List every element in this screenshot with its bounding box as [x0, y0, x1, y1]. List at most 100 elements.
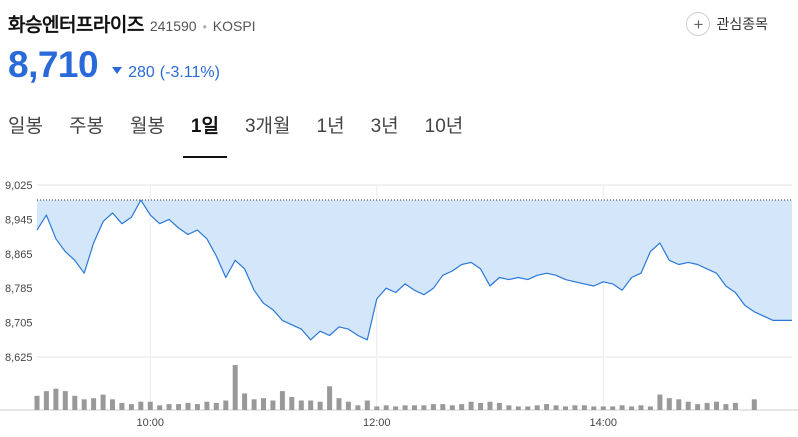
- volume-bar: [421, 405, 427, 410]
- volume-bar: [610, 406, 616, 410]
- volume-bar: [553, 405, 559, 410]
- volume-bar: [261, 398, 266, 410]
- volume-bar: [506, 405, 512, 410]
- intraday-price-chart[interactable]: 9,025 8,945 8,865 8,785 8,705 8,625 10:00 12:00…: [0, 160, 798, 437]
- volume-bar: [430, 404, 436, 410]
- x-tick-label: 10:00: [136, 417, 164, 429]
- volume-bar: [317, 401, 323, 410]
- volume-bar: [525, 406, 531, 410]
- volume-bar: [676, 399, 682, 410]
- volume-bar: [412, 405, 417, 410]
- tab-10year[interactable]: 10년: [424, 116, 464, 137]
- volume-bar: [591, 406, 597, 410]
- y-tick-label: 8,865: [5, 249, 33, 261]
- volume-bar: [232, 365, 238, 410]
- x-tick-label: 12:00: [363, 417, 391, 429]
- volume-bar: [666, 398, 672, 410]
- volume-bar: [138, 401, 144, 410]
- tab-monthly[interactable]: 월봉: [129, 116, 165, 137]
- watchlist-label: 관심종목: [716, 16, 768, 32]
- tab-3month[interactable]: 3개월: [244, 116, 291, 137]
- volume-bar: [563, 406, 568, 410]
- volume-bar: [327, 386, 333, 410]
- volume-bar: [176, 404, 182, 410]
- volume-bar: [336, 398, 342, 410]
- stock-market: KOSPI: [212, 18, 256, 34]
- volume-bar: [289, 397, 295, 410]
- volume-bar: [695, 404, 701, 410]
- volume-bar: [619, 405, 625, 410]
- volume-bar: [43, 391, 49, 410]
- volume-bar: [345, 401, 351, 410]
- volume-bar: [544, 404, 550, 410]
- period-tabs: 일봉 주봉 월봉 1일 3개월 1년 3년 10년: [0, 112, 481, 158]
- volume-bar: [364, 400, 370, 410]
- volume-bar: [638, 405, 644, 410]
- volume-bar: [383, 405, 389, 410]
- volume-bar: [62, 391, 68, 410]
- volume-bar: [100, 394, 106, 410]
- tab-weekly[interactable]: 주봉: [68, 116, 104, 137]
- volume-bar: [534, 405, 540, 410]
- volume-bar: [157, 405, 163, 410]
- current-price: 8,710: [8, 44, 99, 85]
- volume-bar: [213, 402, 219, 410]
- volume-bar: [487, 401, 493, 410]
- down-arrow-icon: [112, 67, 123, 74]
- volume-bar: [298, 400, 304, 410]
- volume-bar: [374, 406, 380, 410]
- y-tick-label: 8,785: [5, 283, 33, 295]
- tab-1year[interactable]: 1년: [316, 116, 345, 137]
- volume-bar: [91, 398, 97, 410]
- volume-bar: [478, 402, 484, 410]
- volume-bar: [53, 388, 59, 410]
- price-line: [36, 199, 792, 341]
- volume-bar: [308, 400, 314, 410]
- volume-bar: [572, 405, 578, 410]
- stock-name: 화승엔터프라이즈: [8, 15, 144, 36]
- plus-icon: +: [686, 12, 711, 36]
- volume-bar: [685, 401, 691, 410]
- y-tick-label: 8,705: [5, 318, 33, 330]
- volume-bar: [166, 404, 172, 410]
- y-tick-label: 9,025: [5, 180, 33, 192]
- volume-bar: [355, 405, 361, 410]
- add-watchlist-button[interactable]: + 관심종목: [686, 12, 768, 36]
- volume-bar: [393, 406, 399, 410]
- stock-header: 화승엔터프라이즈 241590 • KOSPI: [8, 10, 256, 37]
- tab-daily[interactable]: 일봉: [8, 116, 43, 137]
- volume-bar: [449, 405, 455, 410]
- volume-bar: [657, 394, 663, 410]
- y-tick-label: 8,945: [5, 214, 33, 226]
- price-row: 8,710 280 (-3.11%): [8, 44, 220, 86]
- tab-3year[interactable]: 3년: [370, 116, 399, 137]
- volume-bar: [279, 391, 285, 410]
- volume-bar: [600, 406, 606, 410]
- volume-bar: [223, 400, 229, 410]
- stock-code: 241590: [149, 18, 197, 34]
- volume-bar: [515, 406, 521, 410]
- volume-bar: [242, 393, 248, 410]
- volume-bar: [647, 406, 653, 410]
- volume-bar: [459, 404, 465, 410]
- y-tick-label: 8,625: [5, 352, 33, 364]
- volume-bar: [110, 399, 115, 410]
- volume-bar: [185, 402, 191, 410]
- volume-bar: [732, 402, 738, 410]
- separator-dot: •: [202, 20, 207, 34]
- volume-bar: [251, 399, 257, 410]
- volume-bar: [581, 405, 587, 410]
- volume-bar: [204, 401, 210, 410]
- price-change-percent: (-3.11%): [159, 64, 220, 81]
- price-change: 280: [128, 64, 155, 81]
- volume-bar: [468, 401, 474, 410]
- volume-bar: [704, 402, 710, 410]
- volume-bar: [402, 405, 408, 410]
- volume-bar: [81, 399, 87, 410]
- volume-bar: [128, 404, 134, 410]
- volume-bar: [629, 406, 635, 410]
- volume-bar: [751, 399, 757, 410]
- volume-bar: [440, 404, 446, 410]
- volume-bar: [34, 395, 40, 410]
- tab-1day[interactable]: 1일: [182, 112, 228, 158]
